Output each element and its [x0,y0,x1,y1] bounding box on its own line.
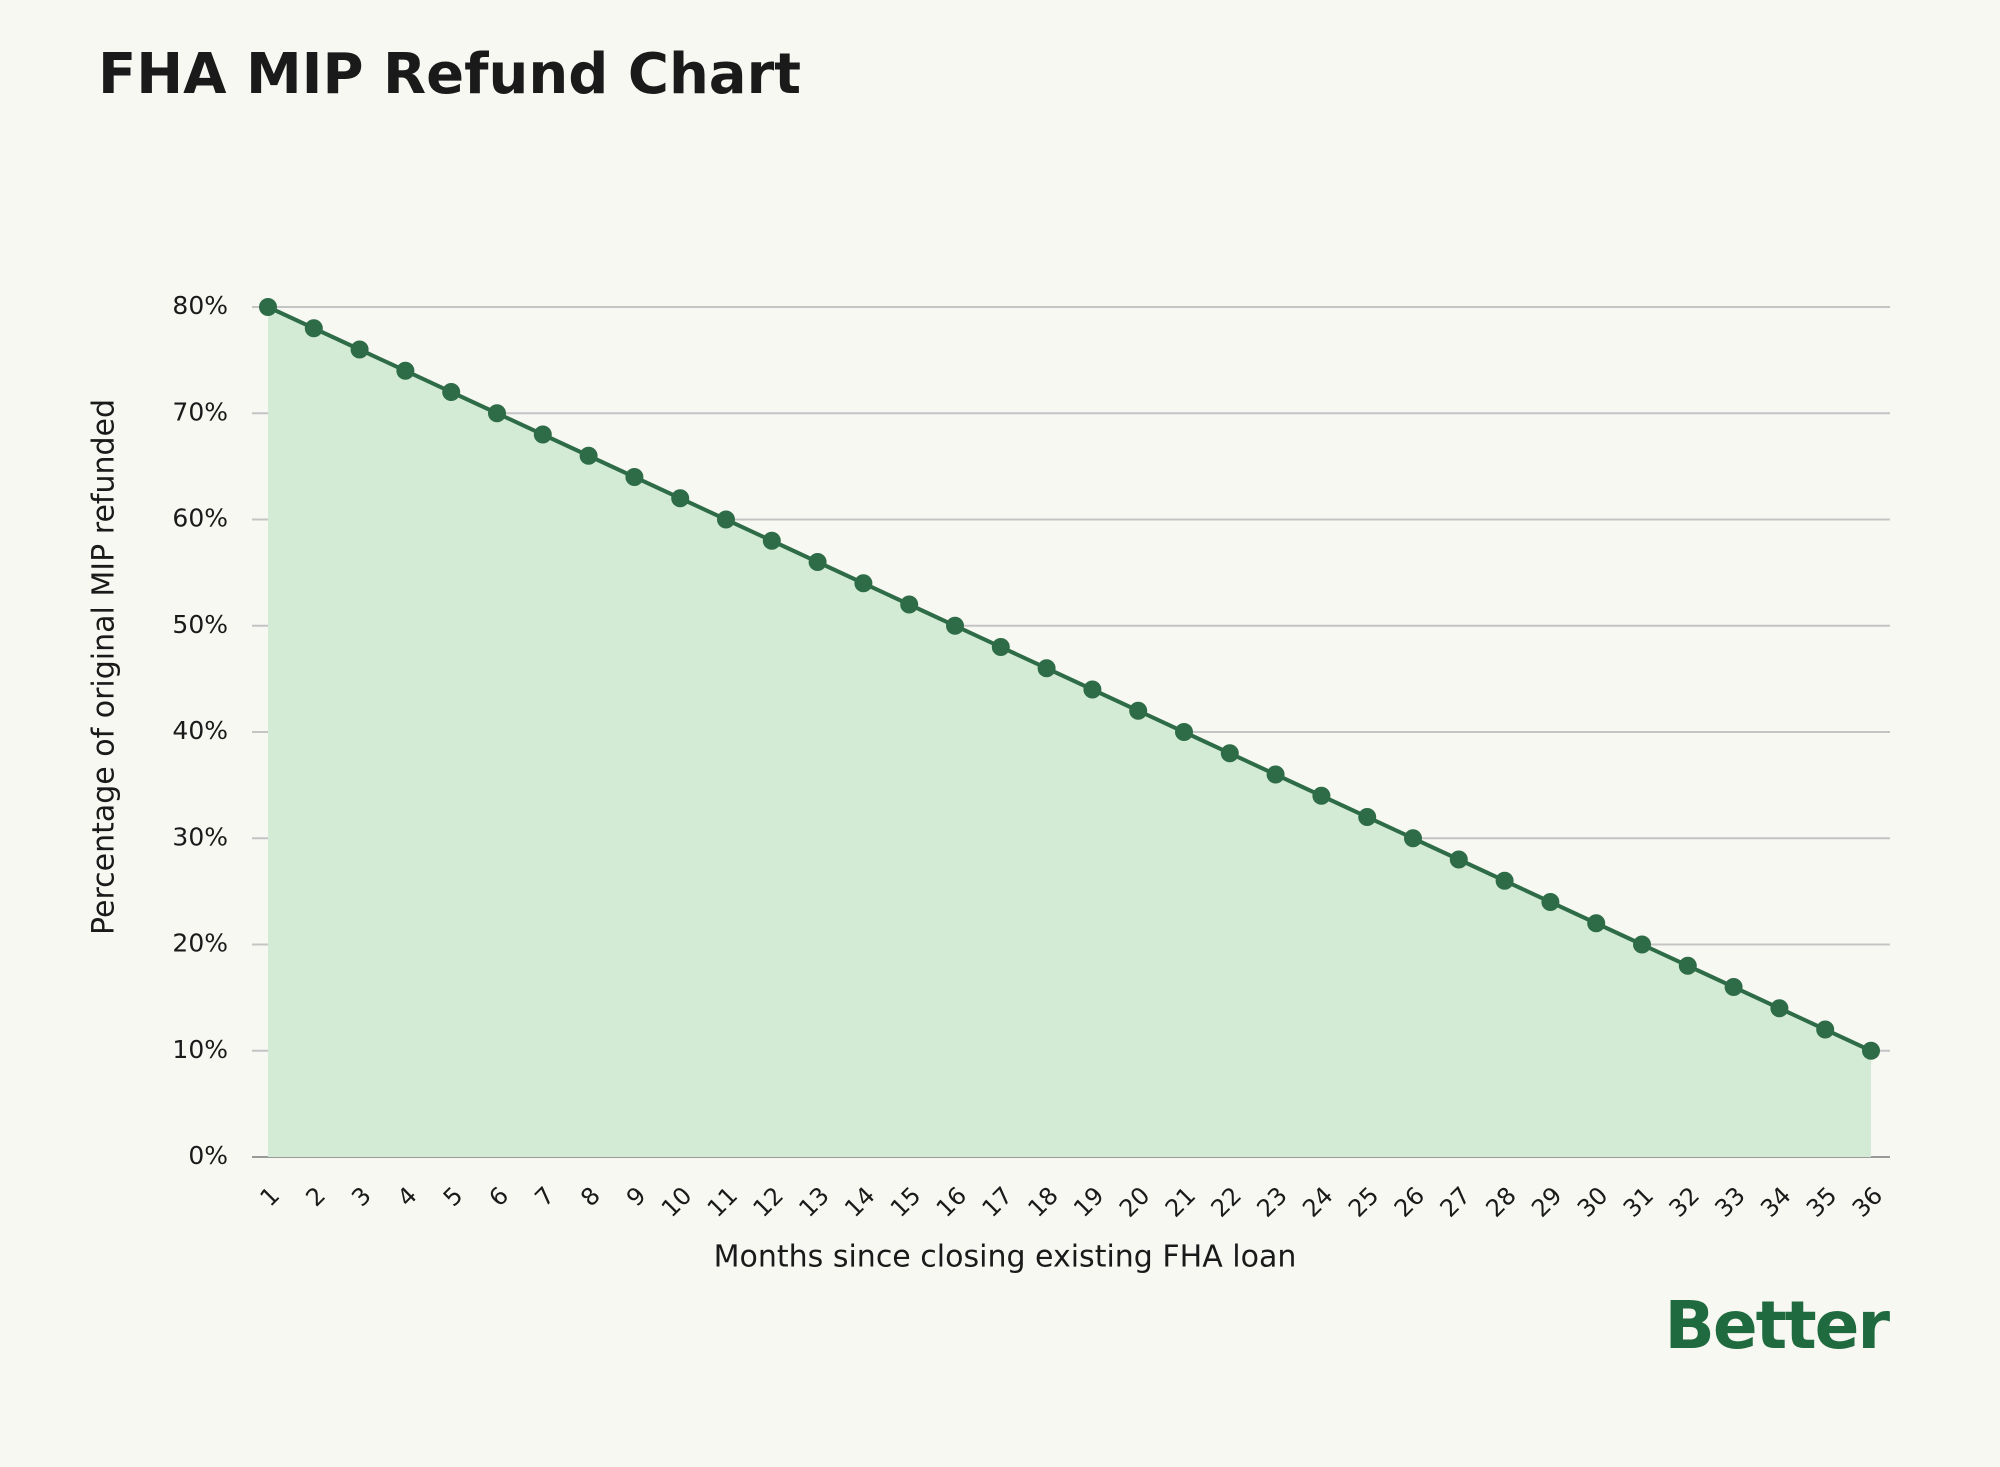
data-point [1358,808,1377,826]
data-point [900,595,919,614]
data-point [1312,786,1331,805]
data-point [259,298,277,316]
y-axis-title: Percentage of original MIP refunded [87,399,122,935]
y-tick-label: 70% [172,397,228,426]
data-point [1770,999,1789,1018]
data-point [854,574,873,593]
data-point [991,638,1010,656]
y-tick-label: 40% [172,716,228,745]
data-point [1220,744,1239,763]
data-point [1724,978,1743,996]
brand-logo: Better [1665,1287,1891,1364]
data-point [579,446,598,465]
data-point [350,340,369,359]
data-point [762,531,781,550]
data-point [396,361,415,380]
chart-title: FHA MIP Refund Chart [98,42,801,107]
data-point [1404,829,1422,848]
data-point [1495,871,1514,890]
data-point [1449,850,1468,869]
data-point [1587,914,1606,933]
y-tick-label: 50% [172,610,228,639]
data-point [488,404,506,423]
y-tick-label: 20% [172,929,228,958]
data-point [1037,659,1056,678]
data-point [1862,1041,1880,1060]
y-tick-label: 80% [172,291,228,320]
data-point [1129,701,1148,720]
y-tick-label: 60% [172,504,228,533]
data-point [671,489,690,508]
data-point [1083,680,1102,699]
data-point [1816,1020,1835,1039]
data-point [533,425,552,444]
data-point [442,383,461,401]
data-point [946,616,964,635]
y-tick-label: 10% [172,1035,228,1064]
data-point [1266,765,1285,784]
y-tick-label: 0% [188,1141,228,1170]
y-tick-label: 30% [172,822,228,851]
data-point [625,468,644,486]
data-point [304,319,323,338]
x-axis-title: Months since closing existing FHA loan [714,1240,1297,1275]
area [268,307,1871,1157]
data-point [717,510,735,529]
data-point [1678,956,1697,975]
data-point [1633,935,1651,954]
data-point [808,553,827,571]
data-point [1175,723,1193,741]
data-point [1541,893,1560,911]
